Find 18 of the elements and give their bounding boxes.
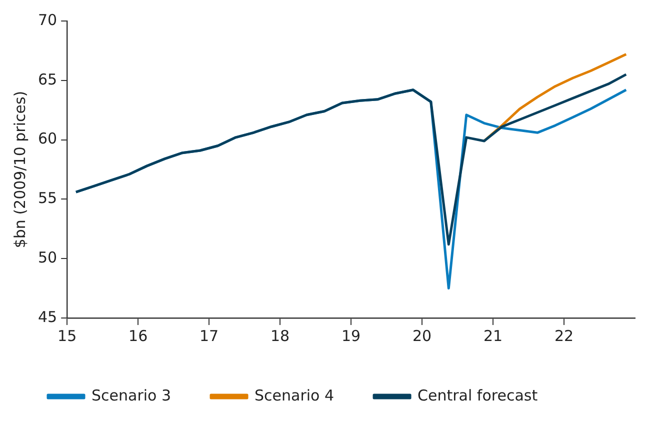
legend-label: Scenario 3	[92, 386, 172, 404]
x-tick-label: 17	[200, 326, 219, 345]
y-tick-label: 60	[38, 130, 58, 148]
legend-label: Central forecast	[418, 386, 538, 404]
y-tick-label: 70	[38, 10, 58, 29]
y-axis-title: $bn (2009/10 prices)	[10, 90, 29, 248]
x-tick-label: 22	[554, 326, 574, 345]
x-tick-label: 15	[58, 326, 77, 345]
x-tick-label: 21	[483, 326, 503, 345]
y-tick-label: 50	[38, 248, 58, 266]
x-tick-label: 20	[412, 326, 432, 345]
x-tick-label: 19	[341, 326, 361, 345]
legend-label: Scenario 4	[254, 386, 334, 404]
y-tick-label: 65	[38, 70, 58, 88]
x-tick-label: 16	[128, 326, 148, 345]
x-tick-label: 18	[270, 326, 290, 345]
y-tick-label: 45	[38, 308, 58, 326]
y-tick-label: 55	[38, 189, 58, 208]
